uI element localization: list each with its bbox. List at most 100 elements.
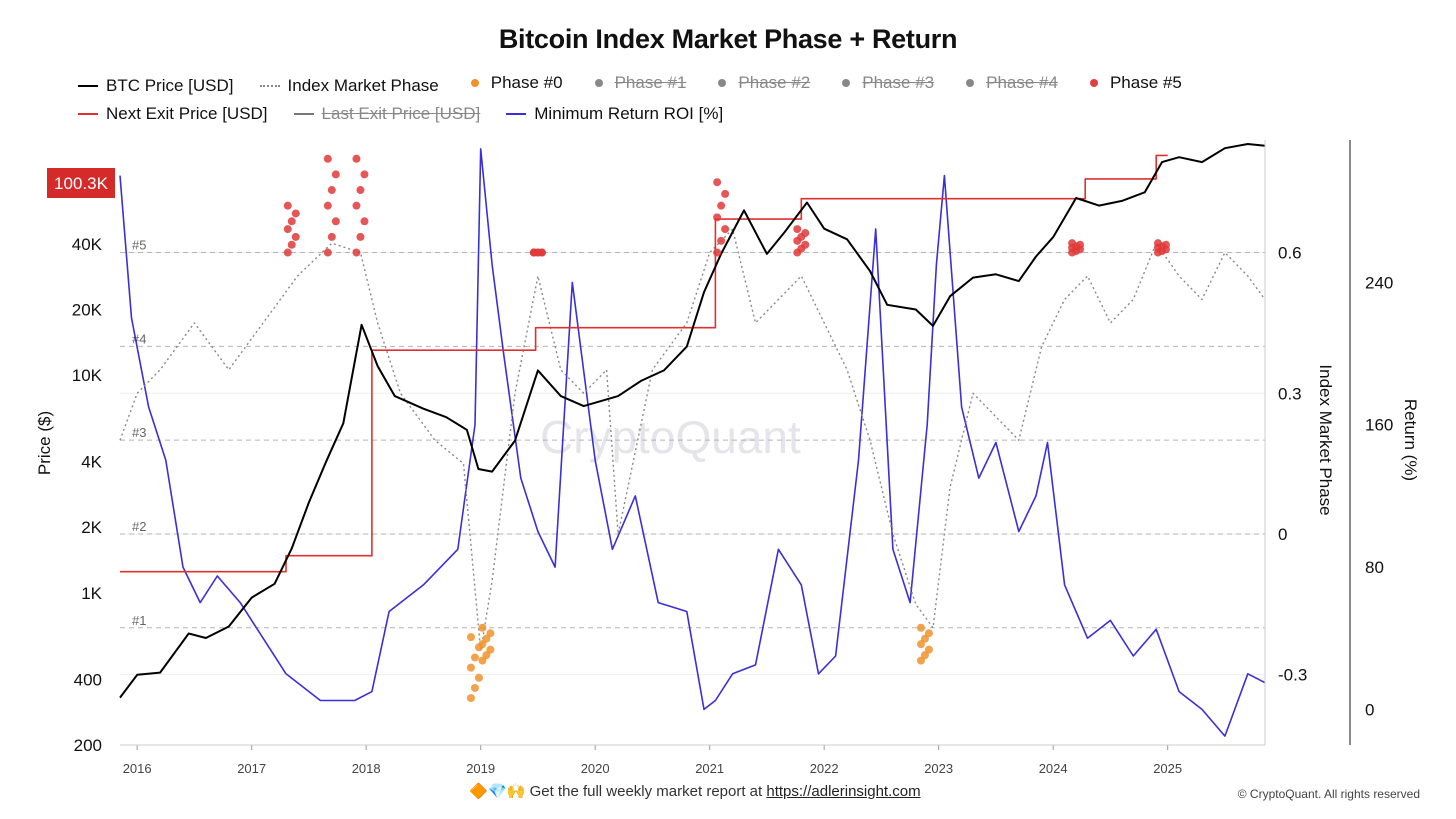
legend-item-phase-1[interactable]: Phase #1 xyxy=(589,71,687,95)
legend-label: Next Exit Price [USD] xyxy=(106,104,268,123)
phase0-marker xyxy=(924,645,933,654)
x-tick: 2016 xyxy=(123,761,152,776)
y-left-tick: 1K xyxy=(81,584,102,603)
legend-swatch xyxy=(594,79,603,87)
legend-item-phase-4[interactable]: Phase #4 xyxy=(960,71,1058,95)
legend-label: Minimum Return ROI [%] xyxy=(534,104,724,123)
legend-swatch xyxy=(506,113,527,115)
phase5-marker xyxy=(793,225,802,234)
y-right-tick: 160 xyxy=(1365,416,1393,435)
legend-swatch xyxy=(1089,79,1098,87)
phase5-marker xyxy=(713,213,722,222)
phase0-marker xyxy=(474,673,483,682)
phase-line-label: #3 xyxy=(132,425,146,440)
footer-text: 🔶💎🙌 Get the full weekly market report at xyxy=(469,783,767,800)
phase5-marker xyxy=(1068,239,1077,248)
watermark: CryptoQuant xyxy=(540,411,801,463)
x-tick: 2023 xyxy=(924,761,953,776)
phase0-marker xyxy=(920,634,929,643)
y-mid-tick: 0.3 xyxy=(1278,384,1302,403)
axes: -0.3 0 0.3 0.6 200 400 1K 2K 4K 10K 20K 40K 0 80 160 24… xyxy=(72,140,1393,776)
phase5-marker xyxy=(356,232,365,241)
y-right-tick: 80 xyxy=(1365,558,1384,577)
legend-item-phase-5[interactable]: Phase #5 xyxy=(1084,71,1182,95)
phase5-marker xyxy=(360,217,369,226)
footer-link[interactable]: https://adlerinsight.com xyxy=(766,783,921,800)
phase5-marker xyxy=(323,248,332,257)
legend-label: Phase #3 xyxy=(862,73,935,92)
phase0-marker xyxy=(466,633,475,642)
phase5-marker xyxy=(356,186,365,195)
phase-line-label: #2 xyxy=(132,519,146,534)
phase0-marker xyxy=(920,651,929,660)
legend-swatch xyxy=(78,85,98,87)
phase5-marker xyxy=(721,189,730,198)
phase0-marker xyxy=(478,640,487,649)
x-tick: 2017 xyxy=(237,761,266,776)
legend-item-next-exit-price-usd[interactable]: Next Exit Price [USD] xyxy=(78,102,268,126)
legend-swatch xyxy=(293,113,314,115)
phase0-marker xyxy=(916,640,925,649)
legend-label: Phase #5 xyxy=(1109,73,1182,92)
phase5-marker xyxy=(287,217,296,226)
y-right-tick: 0 xyxy=(1365,700,1374,719)
legend-item-btc-price-usd[interactable]: BTC Price [USD] xyxy=(78,74,234,98)
legend-item-index-market-phase[interactable]: Index Market Phase xyxy=(259,74,439,98)
phase5-marker xyxy=(283,201,292,210)
y-right-axis-title: Return (%) xyxy=(1401,399,1420,481)
phase0-marker xyxy=(470,683,479,692)
legend-item-last-exit-price-usd[interactable]: Last Exit Price [USD] xyxy=(293,102,481,126)
y-left-tick: 2K xyxy=(81,518,102,537)
phase0-marker xyxy=(486,629,495,638)
phase0-marker xyxy=(478,623,487,632)
x-tick: 2025 xyxy=(1153,761,1182,776)
y-left-tick: 40K xyxy=(72,235,103,254)
series-btc-price-usd xyxy=(119,143,1266,699)
phase5-marker xyxy=(717,236,726,245)
series-minimum-return-roi xyxy=(119,148,1266,737)
phase5-marker xyxy=(360,170,369,179)
y-left-tick: 200 xyxy=(74,736,102,755)
y-left-axis-title: Price ($) xyxy=(35,411,54,475)
phase5-marker xyxy=(529,248,538,257)
phase5-marker xyxy=(1161,240,1170,249)
phase5-marker xyxy=(323,201,332,210)
y-mid-tick: 0 xyxy=(1278,525,1287,544)
phase5-marker xyxy=(721,225,730,234)
phase5-marker xyxy=(713,178,722,187)
phase5-marker xyxy=(283,248,292,257)
legend-label: Phase #4 xyxy=(986,73,1058,92)
x-tick: 2018 xyxy=(352,761,381,776)
phase5-marker xyxy=(713,248,722,257)
chart-title: Bitcoin Index Market Phase + Return xyxy=(498,24,958,54)
x-tick: 2019 xyxy=(466,761,495,776)
phase-markers xyxy=(283,154,1170,703)
phase5-marker xyxy=(352,248,361,257)
phase5-marker xyxy=(801,240,810,249)
phase5-marker xyxy=(291,232,300,241)
phase5-marker xyxy=(323,154,332,163)
x-tick: 2021 xyxy=(695,761,724,776)
legend-swatch xyxy=(966,79,975,87)
phase5-marker xyxy=(1076,240,1085,249)
phase5-marker xyxy=(331,217,340,226)
legend-item-phase-0[interactable]: Phase #0 xyxy=(465,71,563,95)
legend-label: Phase #1 xyxy=(614,73,687,92)
phase0-marker xyxy=(478,656,487,665)
phase5-marker xyxy=(717,201,726,210)
legend: BTC Price [USD] Index Market Phase Phase #… xyxy=(78,70,1408,126)
legend-label: Last Exit Price [USD] xyxy=(321,104,481,123)
series-layer xyxy=(119,143,1266,737)
x-tick: 2024 xyxy=(1039,761,1068,776)
phase-line-label: #1 xyxy=(132,613,146,628)
legend-item-minimum-return-roi[interactable]: Minimum Return ROI [%] xyxy=(506,102,723,126)
phase5-marker xyxy=(327,186,336,195)
legend-item-phase-2[interactable]: Phase #2 xyxy=(712,71,810,95)
current-price-badge-label: 100.3K xyxy=(54,174,109,193)
phase5-marker xyxy=(283,225,292,234)
legend-label: BTC Price [USD] xyxy=(106,76,234,95)
phase5-marker xyxy=(291,209,300,218)
current-price-badge xyxy=(47,168,115,198)
legend-item-phase-3[interactable]: Phase #3 xyxy=(836,71,934,95)
y-right-tick: 240 xyxy=(1365,273,1393,292)
